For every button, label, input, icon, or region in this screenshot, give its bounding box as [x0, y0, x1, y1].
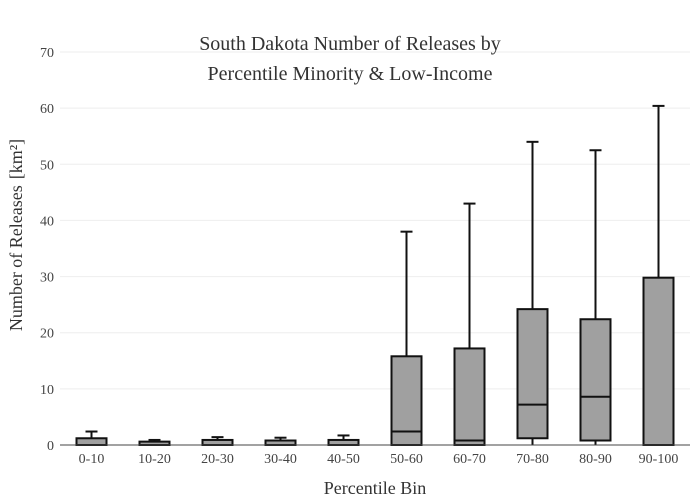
box-iqr-20-30 — [201, 438, 234, 447]
x-tick-label-40-50: 40-50 — [327, 452, 360, 467]
box-iqr-30-40 — [264, 439, 297, 447]
y-tick-label-7: 70 — [40, 46, 54, 61]
y-tick-label-1: 10 — [40, 383, 54, 398]
x-tick-label-30-40: 30-40 — [264, 452, 297, 467]
y-tick-labels: 0 10 20 30 40 50 60 70 — [40, 46, 54, 454]
x-tick-label-50-60: 50-60 — [390, 452, 423, 467]
box-40-50 — [327, 434, 360, 447]
x-tick-labels: 0-10 10-20 20-30 30-40 40-50 50-60 60-70 70-80 8… — [79, 452, 679, 467]
x-tick-label-90-100: 90-100 — [639, 452, 679, 467]
y-tick-label-3: 30 — [40, 271, 54, 286]
box-90-100 — [642, 104, 675, 446]
boxes — [75, 104, 675, 447]
x-tick-label-80-90: 80-90 — [579, 452, 612, 467]
y-tick-label-4: 40 — [40, 214, 54, 229]
x-tick-label-0-10: 0-10 — [79, 452, 105, 467]
box-30-40 — [264, 436, 297, 447]
box-10-20 — [138, 438, 171, 447]
y-tick-label-2: 20 — [40, 327, 54, 342]
x-tick-label-10-20: 10-20 — [138, 452, 171, 467]
y-tick-label-5: 50 — [40, 158, 54, 173]
chart-title-line-2: Percentile Minority & Low-Income — [208, 63, 493, 85]
box-iqr-60-70 — [453, 347, 486, 447]
x-axis-label: Percentile Bin — [324, 478, 426, 498]
chart-title-line-1: South Dakota Number of Releases by — [199, 33, 501, 55]
box-70-80 — [516, 140, 549, 445]
box-iqr-90-100 — [642, 276, 675, 446]
box-iqr-10-20 — [138, 440, 171, 447]
x-tick-label-20-30: 20-30 — [201, 452, 234, 467]
box-iqr-80-90 — [579, 318, 612, 442]
y-axis-label-text: Number of Releases — [6, 185, 26, 331]
box-80-90 — [579, 149, 612, 445]
box-iqr-70-80 — [516, 308, 549, 440]
y-tick-label-0: 0 — [47, 439, 54, 454]
x-tick-label-70-80: 70-80 — [516, 452, 549, 467]
y-axis-label: Number of Releases [km²] — [6, 139, 26, 331]
y-tick-label-6: 60 — [40, 102, 54, 117]
y-axis-label-unit: [km²] — [6, 139, 26, 179]
box-iqr-40-50 — [327, 438, 360, 447]
x-tick-label-60-70: 60-70 — [453, 452, 486, 467]
box-60-70 — [453, 202, 486, 447]
box-20-30 — [201, 436, 234, 447]
box-0-10 — [75, 430, 108, 446]
grid-lines — [60, 51, 690, 390]
box-iqr-0-10 — [75, 437, 108, 446]
box-50-60 — [390, 230, 423, 446]
